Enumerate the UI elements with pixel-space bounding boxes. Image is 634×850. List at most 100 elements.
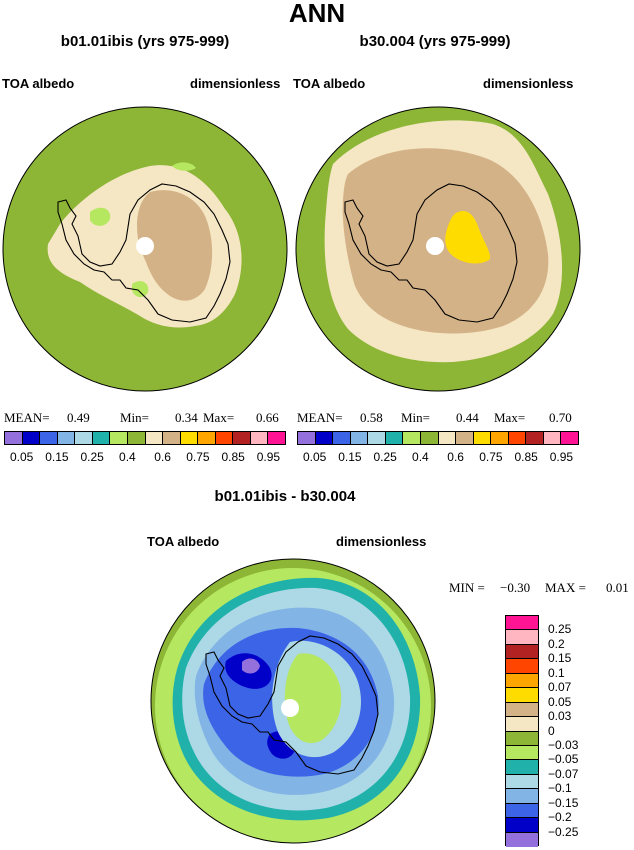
legend-tick-label: 0.25 <box>80 450 104 464</box>
right-mean-label: MEAN= <box>297 410 343 425</box>
legend-swatch <box>145 432 164 444</box>
left-units-label: dimensionless <box>190 76 281 91</box>
right-mean-value: 0.58 <box>360 410 383 425</box>
legend-swatch <box>506 803 538 819</box>
left-panel-title: b01.01ibis (yrs 975-999) <box>60 33 230 50</box>
legend-tick-label: −0.07 <box>548 766 579 781</box>
left-pole-marker <box>136 237 154 255</box>
legend-tick-label: −0.03 <box>548 737 579 752</box>
legend-swatch <box>506 745 538 761</box>
right-panel-title: b30.004 (yrs 975-999) <box>359 33 511 50</box>
legend-swatch <box>233 432 251 444</box>
left-lightgreen-patch-3 <box>172 162 196 171</box>
diff-purple-patch <box>242 658 260 674</box>
diff-legend-colorbar <box>505 615 539 847</box>
left-max-value: 0.66 <box>256 410 279 425</box>
legend-tick-label: −0.05 <box>548 752 579 767</box>
diff-pole-marker <box>281 699 299 717</box>
legend-swatch <box>506 644 538 660</box>
left-variable-label: TOA albedo <box>2 76 75 91</box>
legend-swatch <box>250 432 269 444</box>
right-pole-marker <box>426 237 444 255</box>
legend-swatch <box>92 432 111 444</box>
legend-tick-label: 0.95 <box>549 450 574 464</box>
legend-swatch <box>420 432 439 444</box>
left-legend-ticks: 0.05 0.15 0.25 0.4 0.6 0.75 0.85 0.95 <box>4 450 286 466</box>
legend-tick-label: 0 <box>548 723 555 738</box>
left-legend-colorbar <box>4 431 286 445</box>
left-min-label: Min= <box>120 410 150 425</box>
right-max-value: 0.70 <box>549 410 572 425</box>
legend-tick-label: 0.15 <box>548 651 572 666</box>
legend-tick-label: −0.25 <box>548 824 579 839</box>
legend-swatch <box>198 432 216 444</box>
legend-swatch <box>506 702 538 718</box>
left-mean-value: 0.49 <box>67 410 90 425</box>
legend-tick-label: −0.1 <box>548 781 572 796</box>
diff-max-value: 0.01 <box>606 580 629 595</box>
right-units-label: dimensionless <box>483 76 574 91</box>
diff-polar-map <box>150 558 436 844</box>
legend-tick-label: 0.05 <box>548 694 572 709</box>
legend-swatch <box>506 789 538 804</box>
diff-legend-ticks: 0.25 0.2 0.15 0.1 0.07 0.05 0.03 0 −0.03 −0.05 −0.… <box>548 615 628 846</box>
legend-tick-label: 0.75 <box>186 450 210 464</box>
legend-tick-label: 0.4 <box>412 450 429 464</box>
legend-swatch <box>268 432 285 444</box>
diff-max-label: MAX = <box>545 580 586 595</box>
diff-min-label: MIN = <box>449 580 485 595</box>
legend-swatch <box>506 630 538 645</box>
legend-swatch <box>215 432 234 444</box>
legend-swatch <box>385 432 404 444</box>
legend-tick-label: 0.85 <box>221 450 245 464</box>
legend-swatch <box>506 760 538 775</box>
legend-tick-label: 0.15 <box>338 450 362 464</box>
legend-tick-label: 0.95 <box>256 450 281 464</box>
legend-swatch <box>506 616 538 631</box>
legend-swatch <box>350 432 369 444</box>
legend-tick-label: 0.05 <box>302 450 327 464</box>
legend-swatch <box>315 432 334 444</box>
right-yellow-region <box>445 210 491 264</box>
legend-tick-label: 0.4 <box>119 450 136 464</box>
right-coastline <box>344 183 518 323</box>
left-min-value: 0.34 <box>175 410 198 425</box>
legend-tick-label: 0.6 <box>447 450 464 464</box>
legend-swatch <box>561 432 578 444</box>
diff-min-value: −0.30 <box>500 580 531 595</box>
legend-tick-label: −0.15 <box>548 795 579 810</box>
diff-panel-title: b01.01ibis - b30.004 <box>214 488 356 505</box>
legend-tick-label: 0.85 <box>514 450 538 464</box>
right-polar-map <box>295 106 581 392</box>
diff-units-label: dimensionless <box>336 534 427 549</box>
left-mean-label: MEAN= <box>4 410 50 425</box>
legend-swatch <box>506 832 538 847</box>
legend-swatch <box>506 659 538 674</box>
legend-swatch <box>403 432 421 444</box>
legend-swatch <box>110 432 128 444</box>
legend-swatch <box>57 432 76 444</box>
legend-swatch <box>526 432 544 444</box>
legend-swatch <box>163 432 181 444</box>
right-legend-ticks: 0.05 0.15 0.25 0.4 0.6 0.75 0.85 0.95 <box>297 450 579 466</box>
legend-swatch <box>508 432 527 444</box>
right-variable-label: TOA albedo <box>293 76 366 91</box>
right-legend-colorbar <box>297 431 579 445</box>
legend-tick-label: 0.07 <box>548 680 572 695</box>
legend-swatch <box>180 432 199 444</box>
legend-swatch <box>506 688 538 703</box>
left-tan-region <box>137 190 213 301</box>
legend-swatch <box>506 731 538 746</box>
diff-coastline <box>205 635 379 775</box>
legend-swatch <box>543 432 562 444</box>
left-max-label: Max= <box>203 410 235 425</box>
legend-tick-label: 0.03 <box>548 709 572 724</box>
diff-green-inner-region <box>284 653 342 744</box>
right-min-label: Min= <box>401 410 431 425</box>
legend-swatch <box>506 673 538 689</box>
legend-tick-label: 0.25 <box>373 450 397 464</box>
left-coastline <box>57 183 231 323</box>
legend-swatch <box>75 432 93 444</box>
legend-tick-label: 0.2 <box>548 636 565 651</box>
legend-tick-label: −0.2 <box>548 810 572 825</box>
